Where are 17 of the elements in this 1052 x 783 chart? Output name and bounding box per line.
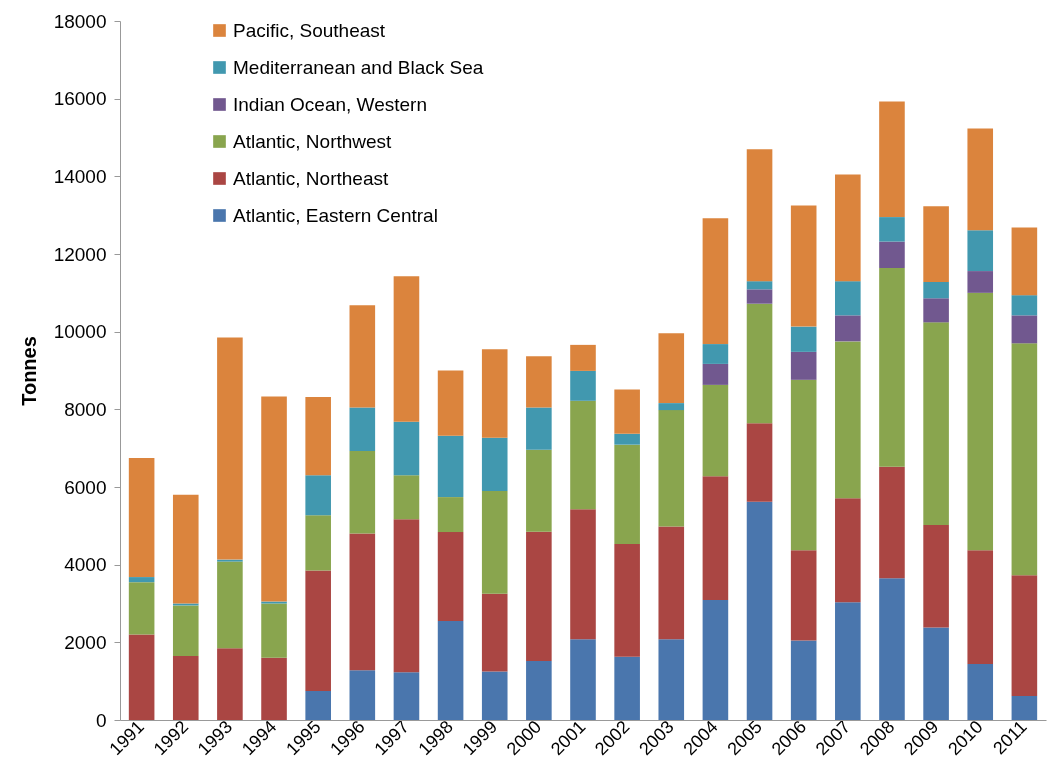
y-tick-label: 2000 (64, 631, 107, 653)
y-tick-label: 16000 (53, 88, 107, 110)
legend-label: Indian Ocean, Western (233, 93, 427, 115)
legend-label: Mediterranean and Black Sea (233, 56, 484, 78)
y-tick-label: 6000 (64, 476, 107, 498)
y-tick-label: 0 (95, 709, 107, 731)
y-tick-label: 18000 (53, 10, 107, 32)
y-tick-label: 14000 (53, 165, 107, 187)
legend-label: Atlantic, Eastern Central (233, 204, 438, 226)
y-tick-label: 8000 (64, 398, 107, 420)
legend-label: Pacific, Southeast (233, 19, 386, 41)
legend-label: Atlantic, Northwest (233, 130, 393, 152)
legend-label: Atlantic, Northeast (233, 167, 389, 189)
y-axis-title: Tonnes (17, 336, 40, 406)
y-tick-label: 12000 (53, 243, 107, 265)
y-tick-label: 10000 (53, 321, 107, 343)
y-tick-label: 4000 (64, 554, 107, 576)
